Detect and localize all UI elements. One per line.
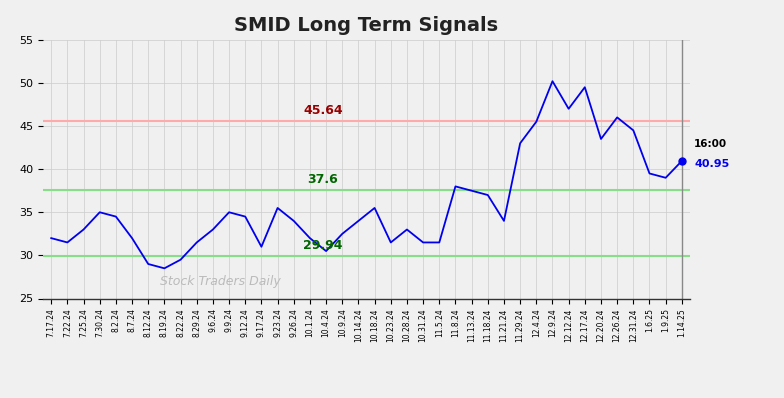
Text: 40.95: 40.95: [694, 158, 729, 168]
Text: 16:00: 16:00: [694, 139, 728, 149]
Text: 45.64: 45.64: [303, 104, 343, 117]
Text: 37.6: 37.6: [307, 174, 338, 186]
Text: Stock Traders Daily: Stock Traders Daily: [159, 275, 281, 288]
Text: 29.94: 29.94: [303, 240, 343, 252]
Title: SMID Long Term Signals: SMID Long Term Signals: [234, 16, 499, 35]
